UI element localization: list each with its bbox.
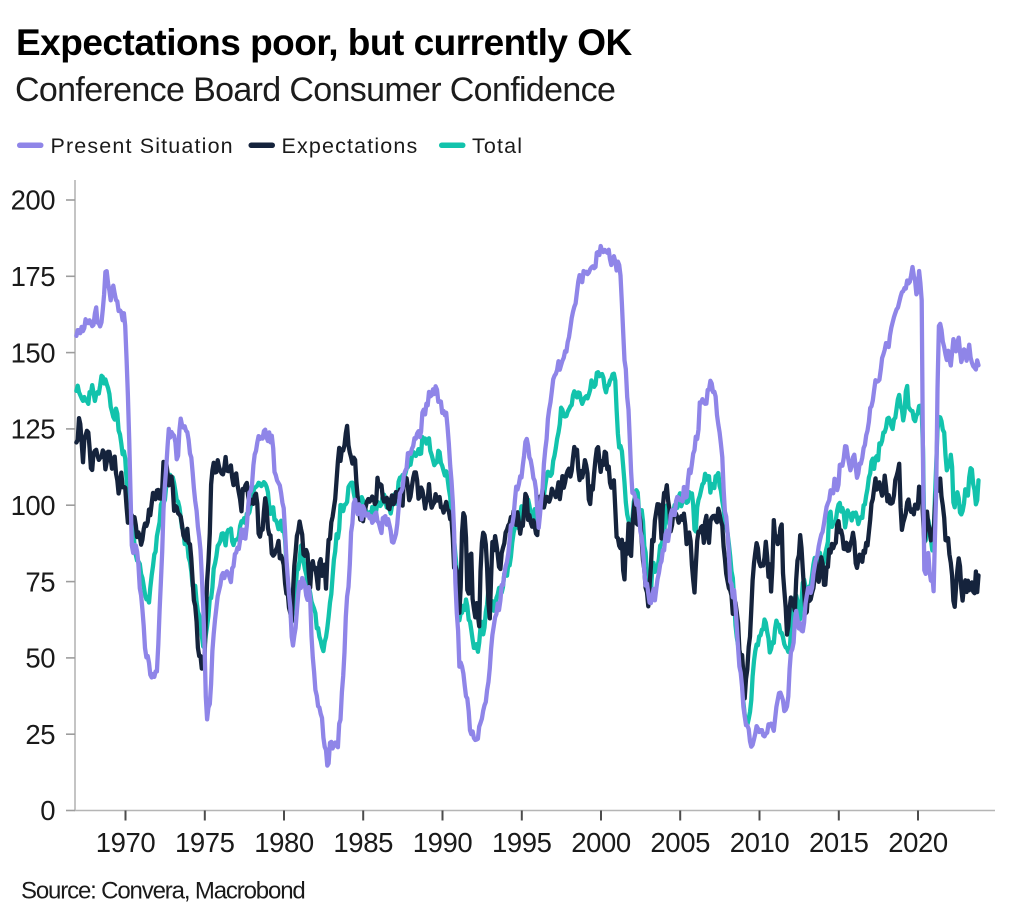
svg-text:1995: 1995 <box>492 827 552 858</box>
svg-text:1970: 1970 <box>96 827 156 858</box>
svg-text:75: 75 <box>25 566 55 597</box>
svg-text:2020: 2020 <box>888 827 948 858</box>
svg-text:175: 175 <box>11 261 56 292</box>
svg-text:1990: 1990 <box>413 827 473 858</box>
svg-text:1980: 1980 <box>254 827 314 858</box>
svg-text:2000: 2000 <box>571 827 631 858</box>
svg-text:2005: 2005 <box>650 827 710 858</box>
svg-text:Total: Total <box>472 134 523 158</box>
svg-text:0: 0 <box>40 795 55 826</box>
svg-text:2015: 2015 <box>809 827 869 858</box>
svg-text:1975: 1975 <box>175 827 235 858</box>
svg-text:Expectations: Expectations <box>282 134 419 158</box>
svg-text:50: 50 <box>25 643 55 674</box>
svg-text:2010: 2010 <box>730 827 790 858</box>
svg-text:150: 150 <box>11 337 56 368</box>
svg-text:Expectations poor, but current: Expectations poor, but currently OK <box>16 22 632 63</box>
svg-text:Present Situation: Present Situation <box>51 134 234 158</box>
svg-text:25: 25 <box>25 719 55 750</box>
svg-text:1985: 1985 <box>333 827 393 858</box>
svg-text:Conference Board Consumer Conf: Conference Board Consumer Confidence <box>15 71 615 109</box>
svg-text:100: 100 <box>11 490 56 521</box>
svg-text:125: 125 <box>11 414 56 445</box>
svg-text:Source: Convera, Macrobond: Source: Convera, Macrobond <box>21 878 305 905</box>
svg-text:200: 200 <box>11 185 56 216</box>
